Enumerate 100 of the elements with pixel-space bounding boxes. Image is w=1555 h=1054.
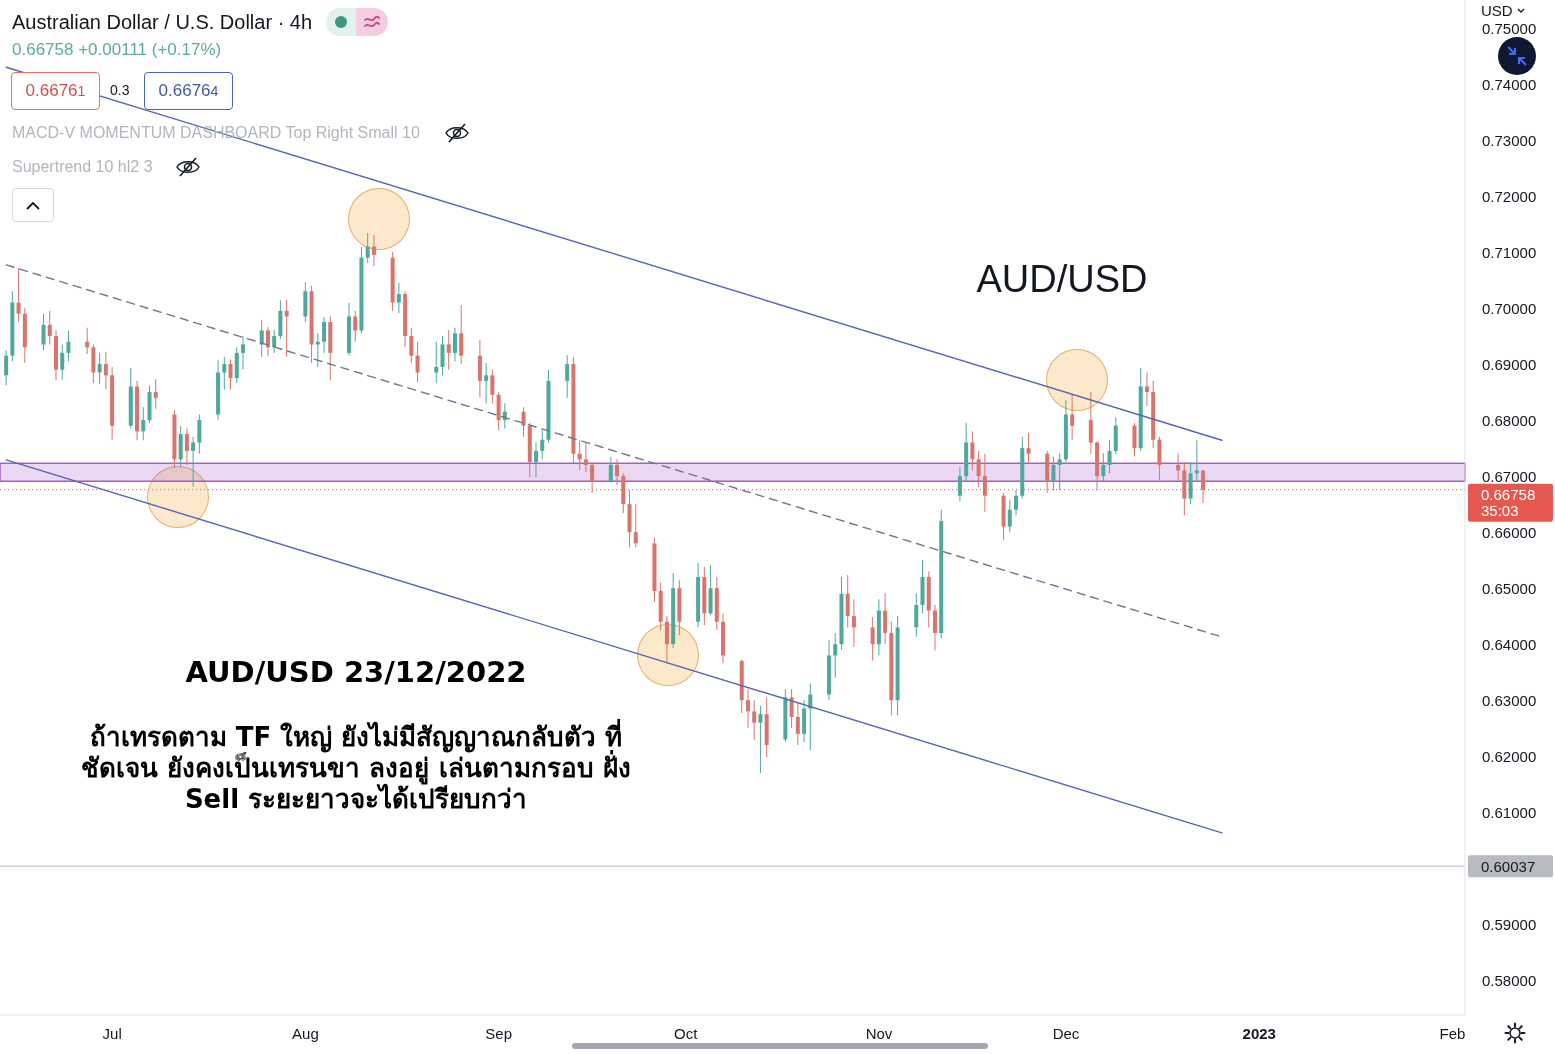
candlestick — [459, 304, 464, 365]
candlestick — [1007, 499, 1012, 533]
candlestick — [758, 705, 763, 774]
candlestick — [446, 329, 451, 371]
candlestick — [577, 439, 582, 471]
ref-line-label: 0.60037 — [1481, 857, 1536, 875]
candlestick — [583, 442, 588, 473]
annotation: Supertrend 10 hl2 3 — [12, 158, 153, 176]
y-tick-label: 0.75000 — [1482, 19, 1537, 37]
candlestick — [353, 310, 358, 343]
candlestick — [222, 356, 227, 390]
x-tick-label: Nov — [865, 1024, 893, 1042]
candlestick — [259, 319, 264, 358]
candlestick — [833, 632, 838, 679]
candlestick — [752, 699, 757, 741]
y-tick-label: 0.74000 — [1482, 75, 1537, 93]
candlestick — [970, 430, 975, 472]
candlestick — [976, 450, 981, 488]
candlestick — [85, 327, 90, 355]
candlestick — [41, 313, 46, 351]
x-tick-label: Oct — [674, 1024, 699, 1042]
candlestick — [590, 461, 595, 494]
candlestick — [153, 378, 158, 410]
candlestick — [197, 414, 202, 455]
candlestick — [608, 456, 613, 484]
candlestick — [434, 341, 439, 384]
candlestick — [1026, 432, 1031, 463]
candlestick — [241, 335, 246, 371]
candlestick — [415, 341, 420, 383]
candlestick — [1057, 452, 1062, 491]
candlestick — [440, 335, 445, 376]
candlestick — [540, 429, 545, 460]
candlestick — [97, 352, 102, 385]
y-tick-label: 0.63000 — [1482, 691, 1537, 709]
candlestick — [1201, 470, 1206, 504]
y-tick-label: 0.66000 — [1482, 523, 1537, 541]
candlestick — [914, 592, 919, 638]
candlestick — [191, 436, 196, 488]
annotation: AUD/USD 23/12/2022 — [185, 655, 527, 689]
y-tick-label: 0.69000 — [1482, 355, 1537, 373]
candlestick — [228, 359, 233, 390]
x-tick-label: Dec — [1052, 1024, 1080, 1042]
candlestick — [1014, 489, 1019, 516]
candlestick — [484, 362, 489, 404]
y-tick-label: 0.72000 — [1482, 187, 1537, 205]
candlestick — [1144, 372, 1149, 407]
candlestick — [1088, 391, 1093, 455]
candlestick — [184, 428, 189, 466]
candlestick — [4, 349, 9, 386]
y-tick-label: 0.73000 — [1482, 131, 1537, 149]
candlestick — [633, 503, 638, 548]
candlestick — [932, 604, 937, 651]
y-tick-label: 0.65000 — [1482, 579, 1537, 597]
text: Australian Dollar / U.S. Dollar · 4h — [12, 10, 313, 35]
candlestick — [565, 354, 570, 399]
candlestick — [365, 232, 370, 264]
candlestick — [521, 406, 526, 438]
candlestick — [47, 310, 52, 345]
y-tick-label: 0.62000 — [1482, 747, 1537, 765]
y-tick-label: 0.58000 — [1482, 971, 1537, 989]
y-tick-label: 0.67000 — [1482, 467, 1537, 485]
candlestick — [1107, 439, 1112, 474]
candlestick — [664, 615, 669, 664]
candlestick — [103, 351, 108, 390]
candlestick — [1176, 452, 1181, 481]
candlestick — [795, 702, 800, 746]
x-tick-label: Jul — [102, 1024, 122, 1042]
x-tick-label: Aug — [292, 1024, 319, 1042]
candlestick — [845, 574, 850, 628]
x-tick-label: Feb — [1439, 1024, 1466, 1042]
candlestick — [409, 327, 414, 364]
candlestick — [396, 282, 401, 314]
text: USD — [1481, 2, 1513, 19]
candlestick — [982, 453, 987, 513]
candlestick — [870, 616, 875, 661]
candlestick — [1051, 456, 1056, 491]
candlestick — [1070, 394, 1075, 441]
candlestick — [615, 458, 620, 486]
y-tick-label: 0.68000 — [1482, 411, 1537, 429]
candlestick — [272, 329, 277, 354]
candlestick — [1132, 422, 1137, 458]
candlestick — [490, 369, 495, 404]
candlestick — [534, 442, 539, 478]
candlestick — [371, 234, 376, 267]
candlestick — [883, 592, 888, 645]
candlestick — [265, 326, 270, 357]
candlestick — [745, 688, 750, 729]
candlestick — [16, 267, 21, 323]
candlestick — [322, 316, 327, 354]
text: 0.66758 +0.00111 (+0.17%) — [12, 40, 222, 60]
candlestick — [284, 299, 289, 358]
y-tick-label: 0.64000 — [1482, 635, 1537, 653]
ref-line-label: 0.66758 35:03 — [1481, 486, 1536, 520]
candlestick — [851, 598, 856, 648]
y-tick-label: 0.71000 — [1482, 243, 1537, 261]
candlestick — [66, 329, 71, 362]
annotation: AUD/USD — [976, 257, 1148, 301]
y-tick-label: 0.59000 — [1482, 915, 1537, 933]
x-tick-label: 2023 — [1242, 1024, 1276, 1042]
annotation: 0.3 — [110, 82, 130, 98]
